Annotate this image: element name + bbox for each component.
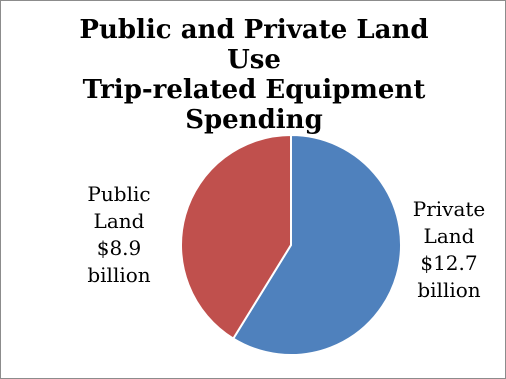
- chart-title-line-1: Public and Private Land Use: [79, 15, 429, 75]
- chart-title-line-3: Spending: [185, 105, 323, 135]
- chart-title-line-2: Trip-related Equipment: [82, 75, 426, 105]
- data-label-private-line-4: billion: [417, 278, 481, 302]
- data-label-private-line-2: Land: [423, 224, 475, 248]
- data-label-public-line-2: Land: [93, 209, 145, 233]
- pie-slice-public-land: [180, 134, 292, 340]
- chart-title: Public and Private Land Use Trip-related…: [61, 15, 447, 135]
- pie-slice-private-land: [232, 134, 403, 356]
- data-label-public-line-1: Public: [87, 182, 151, 206]
- data-label-private-line-1: Private: [412, 197, 486, 221]
- data-label-public-line-3: $8.9: [96, 236, 142, 260]
- data-label-public-land: Public Land $8.9 billion: [69, 181, 169, 289]
- data-label-private-land: Private Land $12.7 billion: [399, 196, 499, 304]
- data-label-private-line-3: $12.7: [420, 251, 478, 275]
- data-label-public-line-4: billion: [87, 263, 151, 287]
